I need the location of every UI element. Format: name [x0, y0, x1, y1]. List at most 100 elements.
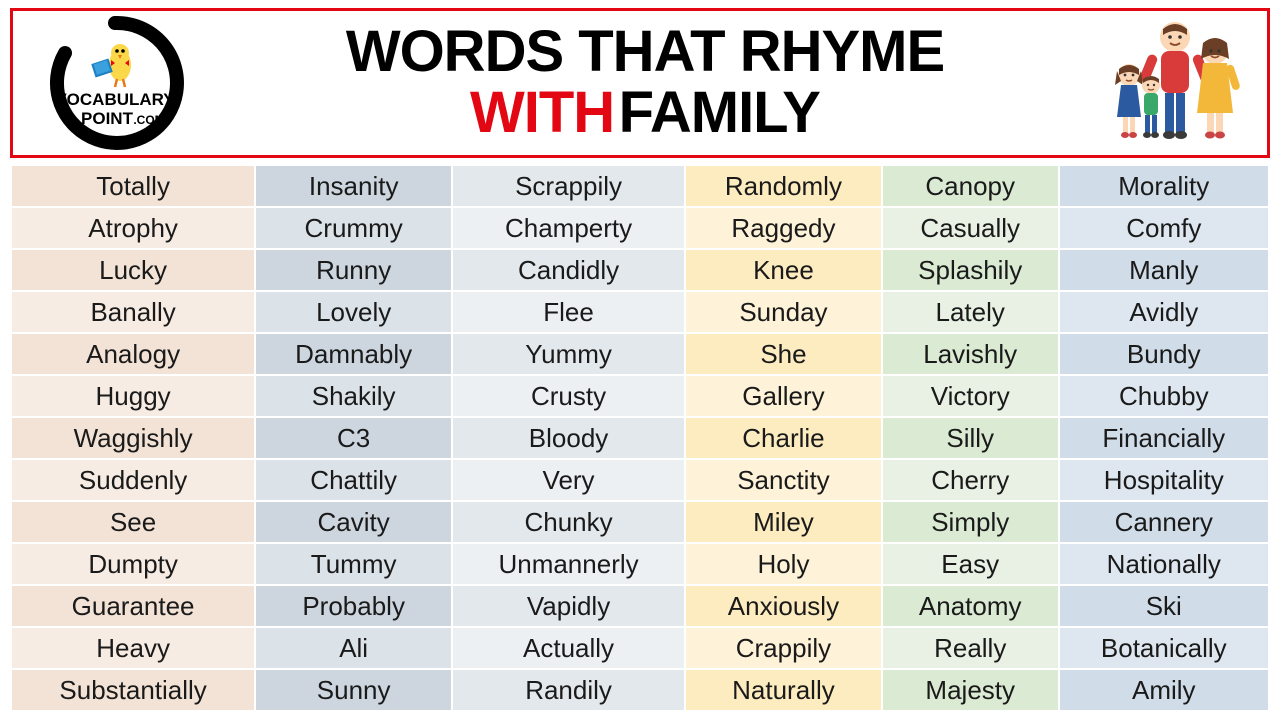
- table-cell: Lovely: [256, 292, 451, 332]
- table-cell: Cavity: [256, 502, 451, 542]
- table-cell: Totally: [12, 166, 254, 206]
- table-cell: Manly: [1060, 250, 1268, 290]
- table-cell: Shakily: [256, 376, 451, 416]
- table-cell: Really: [883, 628, 1058, 668]
- table-cell: Waggishly: [12, 418, 254, 458]
- title-family: FAMILY: [619, 80, 820, 145]
- table-cell: Lately: [883, 292, 1058, 332]
- table-cell: Heavy: [12, 628, 254, 668]
- table-cell: Anatomy: [883, 586, 1058, 626]
- table-row: WaggishlyC3BloodyCharlieSillyFinancially: [12, 418, 1268, 458]
- table-row: HeavyAliActuallyCrappilyReallyBotanicall…: [12, 628, 1268, 668]
- table-cell: Botanically: [1060, 628, 1268, 668]
- table-cell: Crummy: [256, 208, 451, 248]
- table-cell: Guarantee: [12, 586, 254, 626]
- table-cell: Gallery: [686, 376, 881, 416]
- table-cell: Yummy: [453, 334, 684, 374]
- table-cell: Chubby: [1060, 376, 1268, 416]
- table-cell: Miley: [686, 502, 881, 542]
- table-cell: She: [686, 334, 881, 374]
- table-cell: Substantially: [12, 670, 254, 710]
- table-cell: Majesty: [883, 670, 1058, 710]
- table-cell: Crappily: [686, 628, 881, 668]
- table-cell: Canopy: [883, 166, 1058, 206]
- table-cell: Analogy: [12, 334, 254, 374]
- table-cell: Financially: [1060, 418, 1268, 458]
- table-cell: Crusty: [453, 376, 684, 416]
- table-row: SeeCavityChunkyMileySimplyCannery: [12, 502, 1268, 542]
- table-cell: Silly: [883, 418, 1058, 458]
- table-cell: Easy: [883, 544, 1058, 584]
- table-cell: Simply: [883, 502, 1058, 542]
- table-cell: Casually: [883, 208, 1058, 248]
- table-cell: Lavishly: [883, 334, 1058, 374]
- table-cell: Very: [453, 460, 684, 500]
- table-cell: Vapidly: [453, 586, 684, 626]
- table-cell: Candidly: [453, 250, 684, 290]
- table-row: SuddenlyChattilyVerySanctityCherryHospit…: [12, 460, 1268, 500]
- table-cell: Tummy: [256, 544, 451, 584]
- table-cell: Amily: [1060, 670, 1268, 710]
- title-with: WITH: [470, 80, 614, 145]
- table-cell: Ski: [1060, 586, 1268, 626]
- table-cell: Victory: [883, 376, 1058, 416]
- table-cell: Probably: [256, 586, 451, 626]
- table-cell: Chattily: [256, 460, 451, 500]
- table-cell: Chunky: [453, 502, 684, 542]
- table-cell: Holy: [686, 544, 881, 584]
- table-cell: Banally: [12, 292, 254, 332]
- table-cell: Raggedy: [686, 208, 881, 248]
- rhyme-table: TotallyInsanityScrappilyRandomlyCanopyMo…: [10, 164, 1270, 712]
- table-row: DumptyTummyUnmannerlyHolyEasyNationally: [12, 544, 1268, 584]
- table-cell: Insanity: [256, 166, 451, 206]
- table-cell: Knee: [686, 250, 881, 290]
- table-cell: Cannery: [1060, 502, 1268, 542]
- table-cell: Lucky: [12, 250, 254, 290]
- table-cell: Suddenly: [12, 460, 254, 500]
- table-cell: Nationally: [1060, 544, 1268, 584]
- table-cell: Ali: [256, 628, 451, 668]
- table-cell: See: [12, 502, 254, 542]
- table-cell: Bloody: [453, 418, 684, 458]
- table-cell: Avidly: [1060, 292, 1268, 332]
- table-cell: Runny: [256, 250, 451, 290]
- table-cell: Randomly: [686, 166, 881, 206]
- table-row: SubstantiallySunnyRandilyNaturallyMajest…: [12, 670, 1268, 710]
- table-cell: Atrophy: [12, 208, 254, 248]
- family-illustration: [1085, 13, 1255, 153]
- table-row: AnalogyDamnablyYummySheLavishlyBundy: [12, 334, 1268, 374]
- table-cell: Bundy: [1060, 334, 1268, 374]
- table-row: AtrophyCrummyChampertyRaggedyCasuallyCom…: [12, 208, 1268, 248]
- table-row: HuggyShakilyCrustyGalleryVictoryChubby: [12, 376, 1268, 416]
- table-row: LuckyRunnyCandidlyKneeSplashilyManly: [12, 250, 1268, 290]
- table-cell: Damnably: [256, 334, 451, 374]
- logo-text-mid: POINT: [81, 109, 134, 128]
- table-cell: Charlie: [686, 418, 881, 458]
- table-cell: Splashily: [883, 250, 1058, 290]
- table-cell: Cherry: [883, 460, 1058, 500]
- table-cell: Morality: [1060, 166, 1268, 206]
- table-row: BanallyLovelyFleeSundayLatelyAvidly: [12, 292, 1268, 332]
- table-row: GuaranteeProbablyVapidlyAnxiouslyAnatomy…: [12, 586, 1268, 626]
- table-cell: Unmannerly: [453, 544, 684, 584]
- table-cell: Hospitality: [1060, 460, 1268, 500]
- logo: VOCABULARY POINT .COM: [25, 13, 205, 153]
- table-cell: Champerty: [453, 208, 684, 248]
- table-cell: Scrappily: [453, 166, 684, 206]
- table-cell: Randily: [453, 670, 684, 710]
- title-line1: WORDS THAT RHYME: [346, 19, 944, 84]
- table-cell: Flee: [453, 292, 684, 332]
- table-cell: Comfy: [1060, 208, 1268, 248]
- table-row: TotallyInsanityScrappilyRandomlyCanopyMo…: [12, 166, 1268, 206]
- table-cell: Dumpty: [12, 544, 254, 584]
- table-cell: Naturally: [686, 670, 881, 710]
- page-title: WORDS THAT RHYME WITH FAMILY: [205, 22, 1085, 144]
- table-cell: Anxiously: [686, 586, 881, 626]
- rhyme-table-wrap: TotallyInsanityScrappilyRandomlyCanopyMo…: [10, 164, 1270, 712]
- table-cell: Huggy: [12, 376, 254, 416]
- logo-text-top: VOCABULARY: [55, 90, 175, 109]
- table-cell: Sanctity: [686, 460, 881, 500]
- table-cell: Sunny: [256, 670, 451, 710]
- table-cell: C3: [256, 418, 451, 458]
- table-cell: Sunday: [686, 292, 881, 332]
